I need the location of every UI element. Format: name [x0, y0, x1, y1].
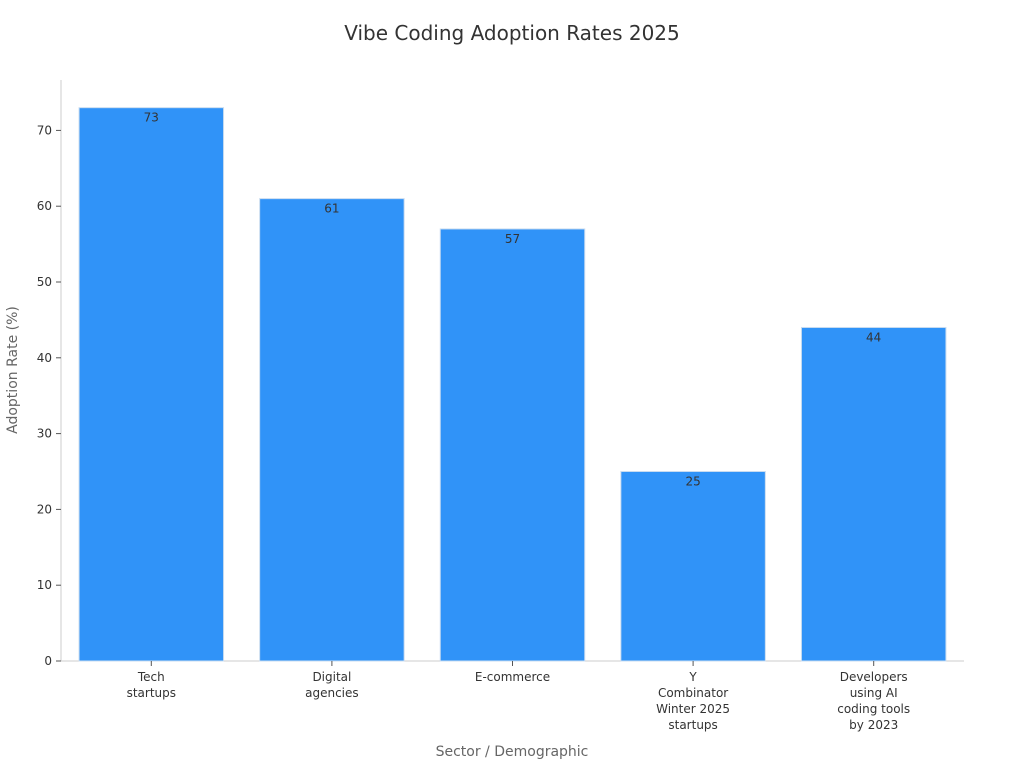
y-tick-label: 40 [37, 351, 52, 365]
x-tick-label: using AI [850, 686, 898, 700]
x-tick-label: agencies [305, 686, 359, 700]
y-tick-label: 60 [37, 199, 52, 213]
x-tick-label: Combinator [658, 686, 728, 700]
y-tick-label: 0 [44, 654, 52, 668]
data-label: 57 [505, 232, 520, 246]
x-tick-label: E-commerce [475, 670, 550, 684]
x-tick-label: startups [668, 718, 717, 732]
bar [259, 198, 405, 662]
x-tick-label: Winter 2025 [656, 702, 730, 716]
bar [439, 228, 586, 662]
y-tick-label: 70 [37, 123, 52, 137]
plot-area: 0 10 20 30 40 50 60 70 73 Tech startups 61 Digital ag… [37, 80, 964, 732]
data-label: 44 [866, 330, 881, 344]
data-label: 25 [685, 475, 700, 489]
bar [620, 471, 766, 662]
y-tick-label: 10 [37, 578, 52, 592]
x-tick-label: startups [127, 686, 176, 700]
y-tick-label: 50 [37, 275, 52, 289]
x-tick-label: Digital [312, 670, 351, 684]
x-tick-label: coding tools [837, 702, 910, 716]
chart-title: Vibe Coding Adoption Rates 2025 [344, 21, 680, 45]
bar [78, 107, 225, 662]
bar [800, 326, 947, 662]
y-tick-label: 20 [37, 502, 52, 516]
x-tick-label: by 2023 [849, 718, 898, 732]
data-label: 73 [144, 111, 159, 125]
y-axis-label: Adoption Rate (%) [5, 306, 21, 434]
x-axis-label: Sector / Demographic [436, 744, 589, 760]
x-tick-label: Tech [137, 670, 165, 684]
x-tick-label: Developers [840, 670, 908, 684]
x-tick-label: Y [688, 670, 697, 684]
y-tick-label: 30 [37, 427, 52, 441]
data-label: 61 [324, 202, 339, 216]
